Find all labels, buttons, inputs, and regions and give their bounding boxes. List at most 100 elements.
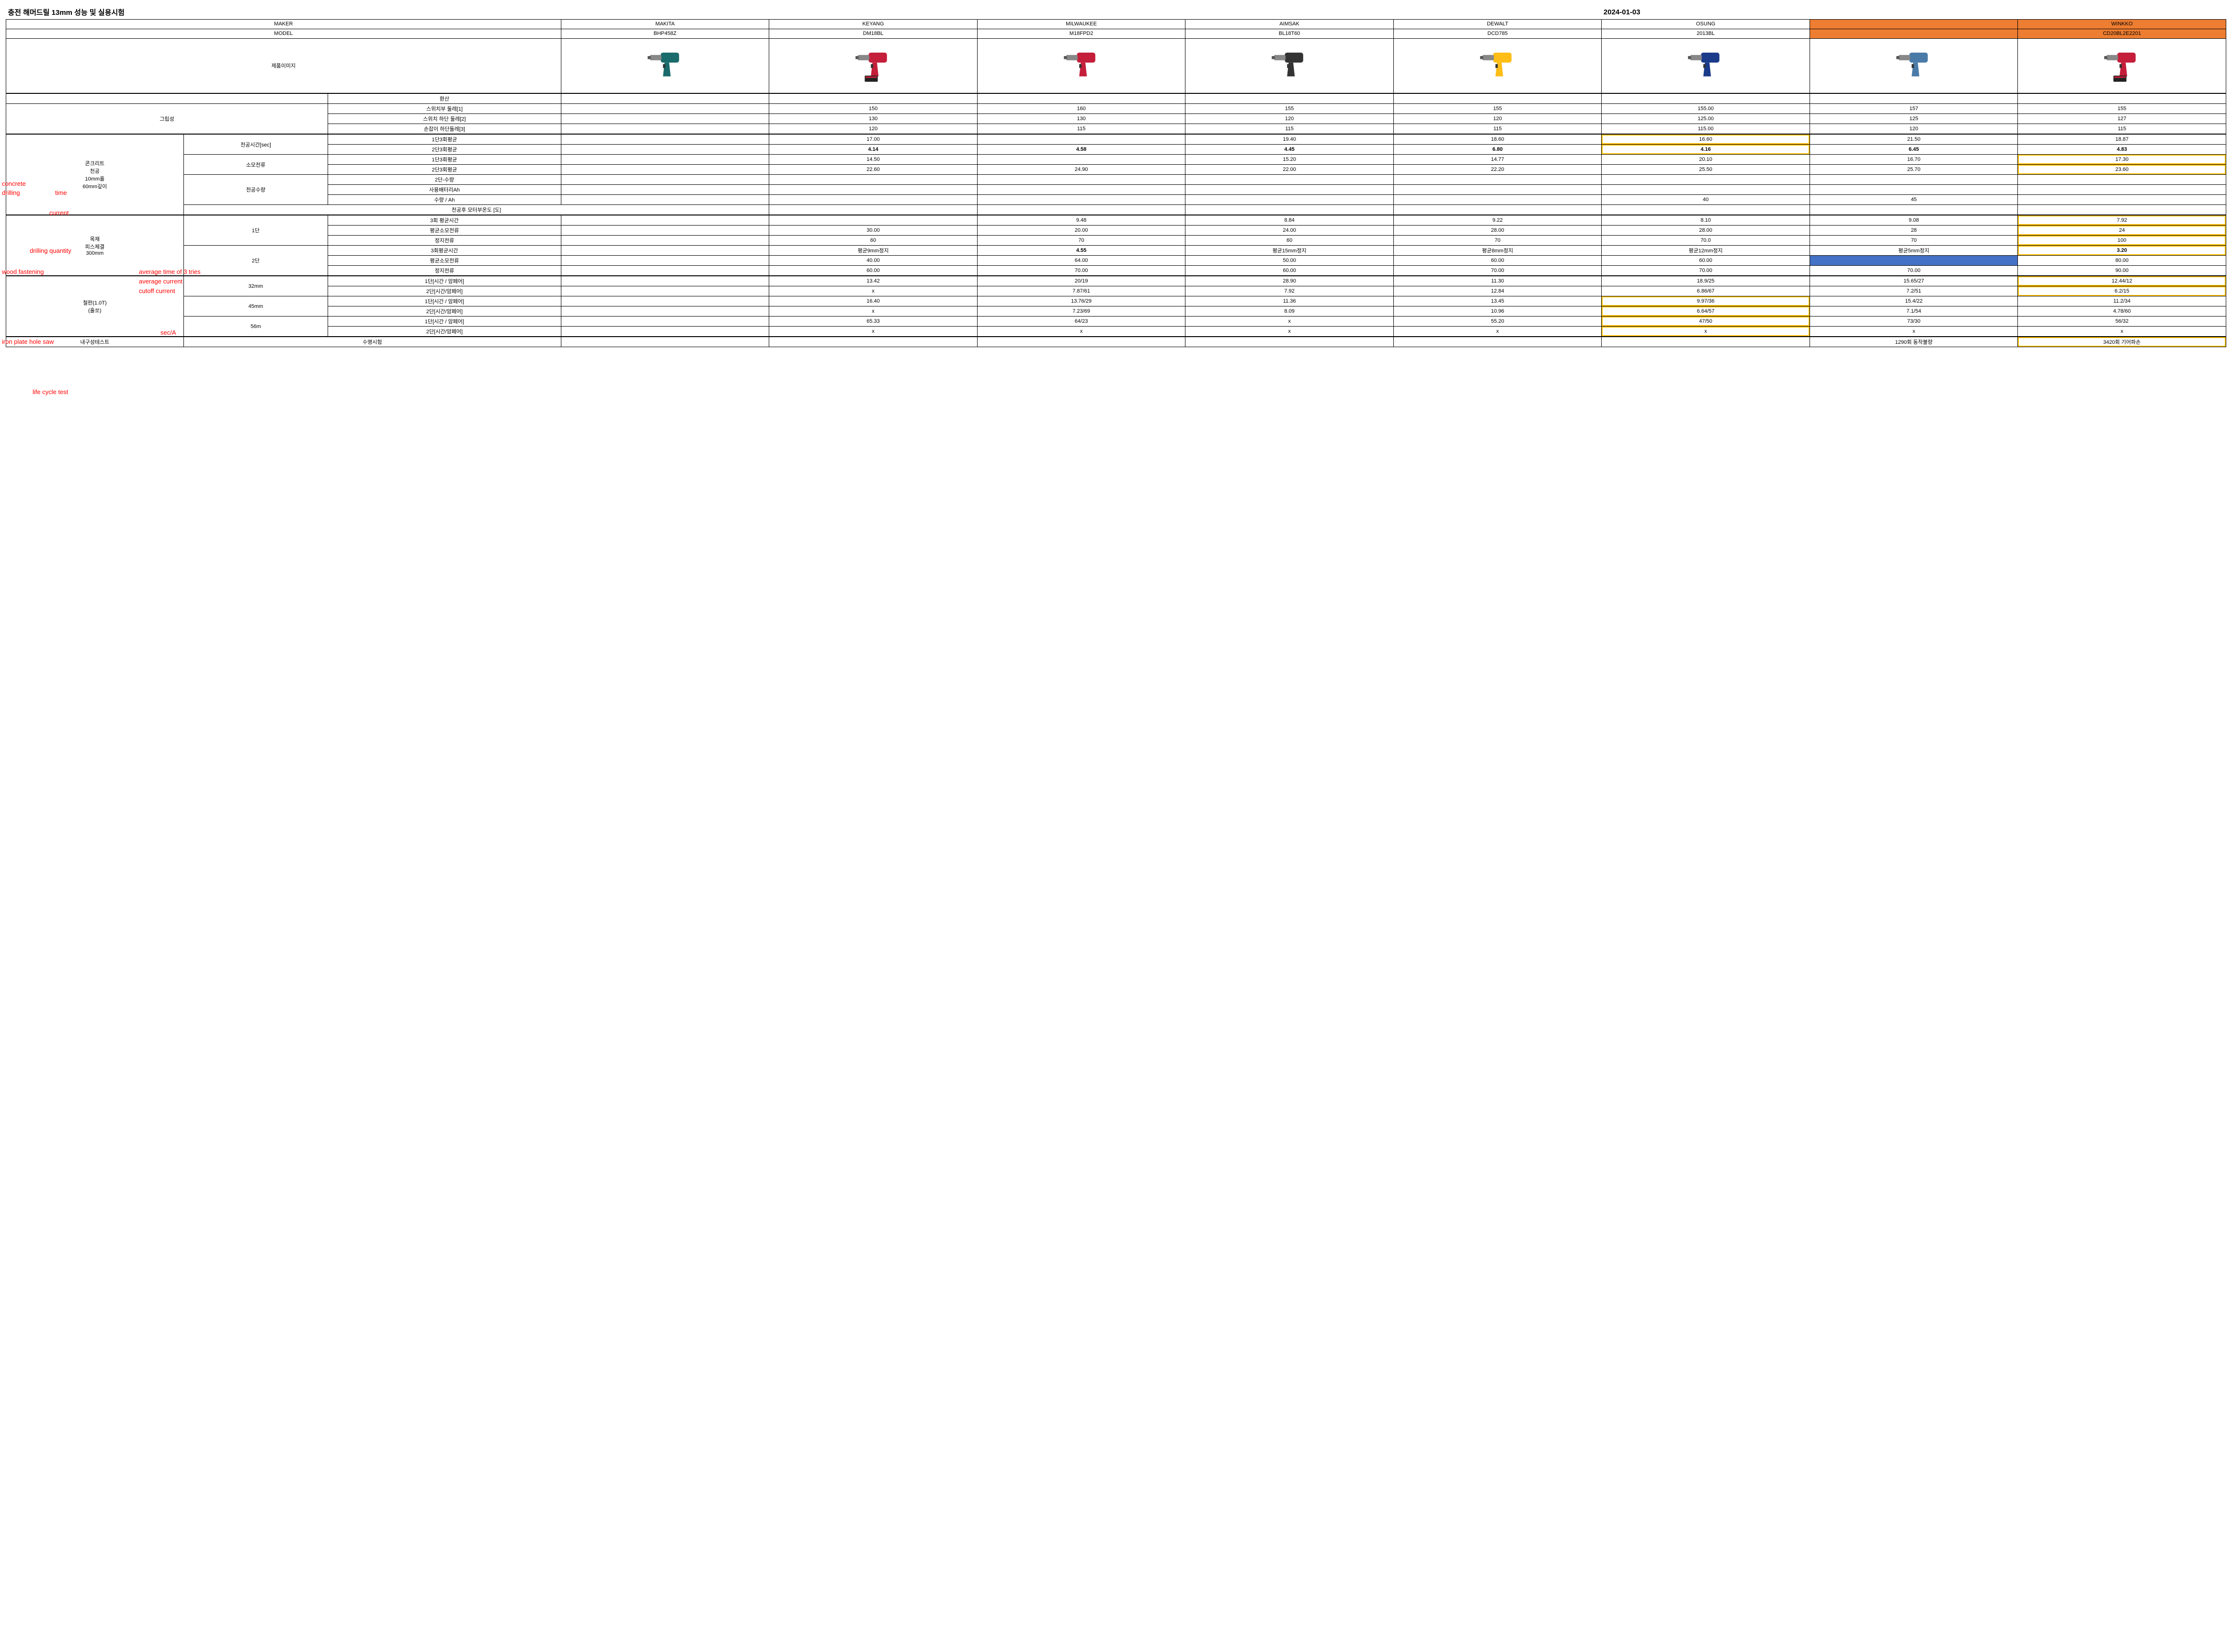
row-label: 3회 평균시간 — [328, 215, 561, 226]
cell — [1810, 93, 2018, 104]
data-cell — [561, 317, 769, 327]
data-cell: 7.92 — [1185, 286, 1394, 296]
data-cell: 90.00 — [2018, 266, 2226, 276]
data-cell — [1393, 337, 1602, 347]
row-label: 2단3회평균 — [328, 165, 561, 175]
data-cell: 28.00 — [1393, 226, 1602, 236]
data-cell: 15.65/27 — [1810, 276, 2018, 286]
data-cell: 13.45 — [1393, 296, 1602, 306]
data-cell: 127 — [2018, 114, 2226, 124]
data-cell: 70 — [977, 236, 1185, 246]
drill-image — [646, 42, 684, 88]
drill-image — [1062, 42, 1101, 88]
data-cell: 15.4/22 — [1810, 296, 2018, 306]
data-cell: 100 — [2018, 236, 2226, 246]
data-cell: 13.76/29 — [977, 296, 1185, 306]
data-cell — [561, 175, 769, 185]
data-cell: 4.16 — [1602, 145, 1810, 155]
row-label: 2단3회평균 — [328, 145, 561, 155]
dia-label: 45mm — [183, 296, 328, 317]
data-cell — [977, 337, 1185, 347]
data-cell: 4.45 — [1185, 145, 1394, 155]
product-image-cell — [769, 38, 978, 93]
data-cell: 115 — [1185, 124, 1394, 135]
page-title: 충전 해머드릴 13mm 성능 및 실용시험 — [6, 6, 561, 19]
data-cell: 4.55 — [977, 246, 1185, 256]
data-cell — [2018, 185, 2226, 195]
image-label: 제품이미지 — [6, 38, 561, 93]
drill-image — [1270, 42, 1309, 88]
data-cell — [1185, 175, 1394, 185]
data-cell: 80.00 — [2018, 256, 2226, 266]
row-label: 1단3회평균 — [328, 155, 561, 165]
data-cell: 4.83 — [2018, 145, 2226, 155]
data-cell — [561, 286, 769, 296]
data-cell: 23.60 — [2018, 165, 2226, 175]
model-cell: 2013BL — [1602, 29, 1810, 38]
data-cell: 4.78/60 — [2018, 306, 2226, 317]
data-cell: 70 — [1810, 236, 2018, 246]
row-label: 손잡이 하단둘레[3] — [328, 124, 561, 135]
data-cell — [561, 155, 769, 165]
data-cell: 8.09 — [1185, 306, 1394, 317]
data-cell: 7.2/51 — [1810, 286, 2018, 296]
cell — [977, 93, 1185, 104]
data-cell: 21.50 — [1810, 134, 2018, 145]
data-cell: 7.87/61 — [977, 286, 1185, 296]
data-cell: 125 — [1810, 114, 2018, 124]
data-cell — [1185, 205, 1394, 215]
dia-label: 32mm — [183, 276, 328, 296]
data-cell — [561, 134, 769, 145]
life-label: 내구성테스트 — [6, 337, 184, 347]
data-cell: 30.00 — [769, 226, 978, 236]
dia-label: 56m — [183, 317, 328, 337]
data-cell — [1393, 185, 1602, 195]
data-cell: 120 — [1393, 114, 1602, 124]
data-cell — [561, 185, 769, 195]
model-cell: DCD785 — [1393, 29, 1602, 38]
blank — [6, 93, 328, 104]
row-label: 1단[시간 / 암페어] — [328, 276, 561, 286]
row-label: 사용배터리Ah — [328, 185, 561, 195]
data-cell: 70 — [1393, 236, 1602, 246]
data-cell: 6.86/67 — [1602, 286, 1810, 296]
data-cell — [977, 205, 1185, 215]
speed1-label: 1단 — [183, 215, 328, 246]
product-image-cell — [1602, 38, 1810, 93]
data-cell — [769, 205, 978, 215]
product-image-cell — [1810, 38, 2018, 93]
data-cell: 24 — [2018, 226, 2226, 236]
data-cell: x — [1393, 327, 1602, 337]
data-cell: 160 — [977, 104, 1185, 114]
data-cell — [1185, 195, 1394, 205]
data-cell — [977, 195, 1185, 205]
data-cell: 6.64/57 — [1602, 306, 1810, 317]
cell — [1185, 93, 1394, 104]
data-cell: 50.00 — [1185, 256, 1394, 266]
data-cell: 25.50 — [1602, 165, 1810, 175]
data-cell: 12.84 — [1393, 286, 1602, 296]
data-cell: 17.30 — [2018, 155, 2226, 165]
data-cell: 평균12mm정지 — [1602, 246, 1810, 256]
maker-cell: AIMSAK — [1185, 19, 1394, 29]
data-cell: 40.00 — [769, 256, 978, 266]
data-cell — [977, 134, 1185, 145]
data-cell: 7.1/54 — [1810, 306, 2018, 317]
row-label: 평균소모전류 — [328, 226, 561, 236]
wood-label: 목재 피스체결 300mm — [6, 215, 184, 276]
data-cell — [2018, 195, 2226, 205]
maker-label: MAKER — [6, 19, 561, 29]
data-cell: 155 — [2018, 104, 2226, 114]
data-cell: 115 — [977, 124, 1185, 135]
conversion-label: 환산 — [328, 93, 561, 104]
data-cell: 17.00 — [769, 134, 978, 145]
model-cell: BL18T60 — [1185, 29, 1394, 38]
data-cell: 28.90 — [1185, 276, 1394, 286]
model-cell: CD20BL2E2201 — [2018, 29, 2226, 38]
annotation-text: life cycle test — [33, 388, 68, 396]
data-cell — [561, 114, 769, 124]
data-cell: 평균15mm정지 — [1185, 246, 1394, 256]
data-cell — [1393, 175, 1602, 185]
data-cell: 9.08 — [1810, 215, 2018, 226]
data-cell — [561, 276, 769, 286]
